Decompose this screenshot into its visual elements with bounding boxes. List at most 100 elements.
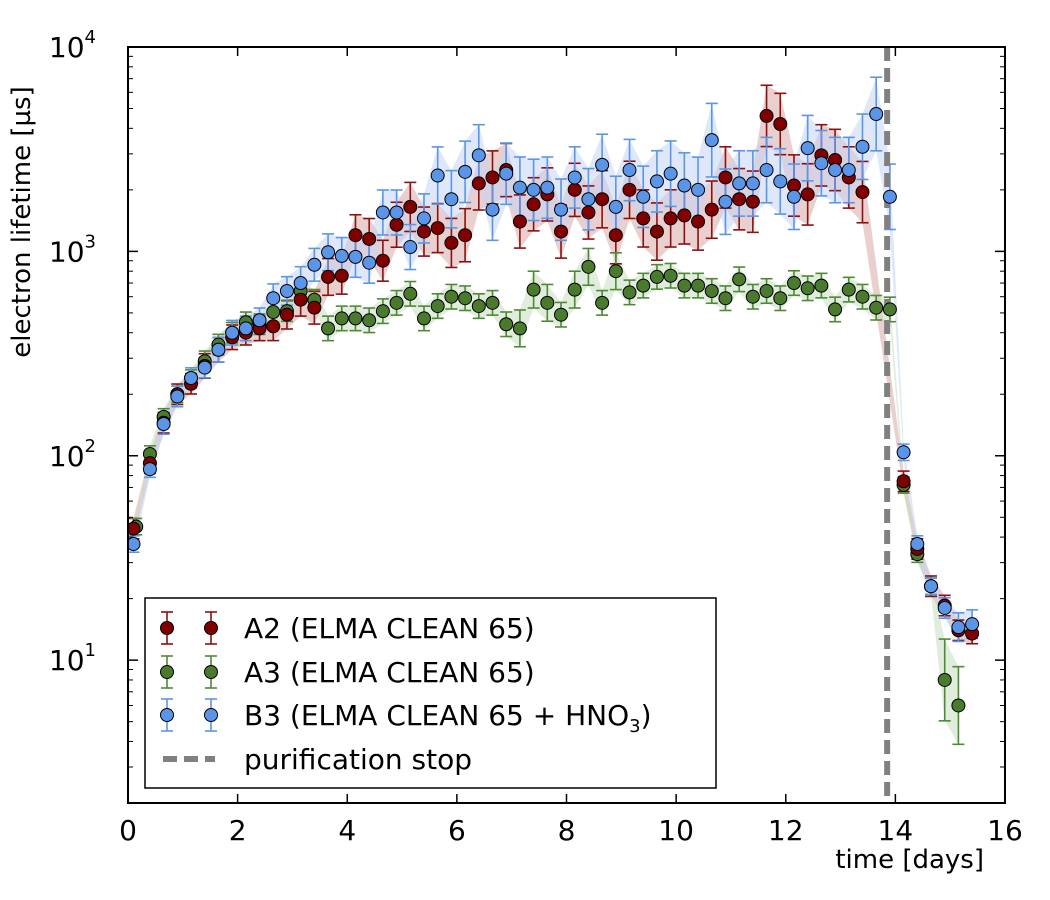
point-s1-32 [567, 182, 582, 197]
legend-label-purification-stop: purification stop [244, 743, 472, 776]
point-s3-8 [238, 321, 253, 336]
point-s2-51 [828, 302, 843, 317]
point-s2-17 [362, 313, 377, 328]
band-series-3 [133, 77, 973, 642]
point-s1-22 [430, 221, 445, 236]
point-s1-0 [128, 521, 141, 536]
point-s3-61 [965, 617, 980, 632]
point-s2-34 [595, 295, 610, 310]
point-s2-32 [567, 282, 582, 297]
point-s3-39 [663, 166, 678, 181]
point-s3-2 [156, 417, 171, 432]
x-tick-label: 4 [338, 814, 356, 847]
point-s1-47 [773, 117, 788, 132]
point-s2-39 [663, 268, 678, 283]
point-s2-10 [266, 305, 281, 320]
point-s3-24 [458, 164, 473, 179]
point-s1-37 [636, 211, 651, 226]
point-s3-6 [211, 342, 226, 357]
point-s1-34 [595, 192, 610, 207]
point-s2-43 [718, 291, 733, 306]
point-s1-15 [334, 268, 349, 283]
point-s3-50 [814, 156, 829, 171]
y-tick-label: 103 [49, 231, 96, 268]
point-s3-27 [499, 166, 514, 181]
point-s3-37 [636, 189, 651, 204]
y-tick-exponent: 3 [85, 231, 96, 252]
point-s3-19 [389, 205, 404, 220]
point-s3-57 [910, 537, 925, 552]
y-tick-label: 102 [49, 436, 96, 473]
y-tick-exponent: 1 [85, 640, 96, 661]
point-s1-54 [896, 474, 911, 489]
point-s3-38 [649, 174, 664, 189]
point-s1-24 [458, 228, 473, 243]
point-s2-41 [691, 278, 706, 293]
point-s3-46 [759, 163, 774, 178]
point-s1-14 [321, 269, 336, 284]
point-s2-28 [512, 321, 527, 336]
point-s3-49 [800, 141, 815, 156]
point-s1-41 [691, 214, 706, 229]
point-s2-47 [773, 291, 788, 306]
point-s3-42 [704, 133, 719, 148]
point-s1-11 [279, 307, 294, 322]
point-s2-19 [389, 295, 404, 310]
legend-label-end: ) [641, 699, 652, 732]
x-tick-label: 0 [119, 814, 137, 847]
point-s3-47 [773, 174, 788, 189]
point-s2-21 [416, 311, 431, 326]
point-s3-34 [595, 157, 610, 172]
point-s3-22 [430, 168, 445, 183]
point-s3-59 [937, 600, 952, 615]
point-s2-50 [814, 278, 829, 293]
point-s2-55 [882, 302, 897, 317]
point-s1-17 [362, 231, 377, 246]
point-s1-10 [266, 319, 281, 334]
y-tick-label: 101 [49, 640, 96, 677]
point-s3-15 [334, 248, 349, 263]
point-s3-11 [279, 283, 294, 298]
point-s1-45 [745, 194, 760, 209]
point-s3-55 [882, 189, 897, 204]
point-s3-56 [896, 445, 911, 460]
x-axis-label: time [days] [835, 845, 984, 875]
point-s2-36 [622, 285, 637, 300]
point-s3-17 [362, 255, 377, 270]
point-s1-44 [732, 192, 747, 207]
point-s2-24 [458, 291, 473, 306]
point-s1-38 [649, 224, 664, 239]
point-s1-25 [471, 176, 486, 191]
point-s1-21 [416, 224, 431, 239]
point-s3-26 [485, 202, 500, 217]
point-s2-27 [499, 317, 514, 332]
point-s1-39 [663, 211, 678, 226]
point-s1-18 [375, 253, 390, 268]
legend-label-series-3: B3 (ELMA CLEAN 65 + HNO3) [244, 699, 652, 737]
point-s1-36 [622, 182, 637, 197]
point-s3-43 [718, 194, 733, 209]
point-s3-13 [307, 257, 322, 272]
point-s1-49 [800, 187, 815, 202]
point-s3-20 [403, 240, 418, 255]
point-s1-12 [293, 292, 308, 307]
point-s2-59 [937, 672, 952, 687]
point-s2-45 [745, 289, 760, 304]
point-s3-31 [554, 202, 569, 217]
data-points [128, 107, 980, 713]
point-s2-25 [471, 299, 486, 314]
point-s2-15 [334, 311, 349, 326]
point-s1-19 [389, 217, 404, 232]
point-s1-40 [677, 208, 692, 223]
legend-marker [160, 621, 174, 635]
point-s1-42 [704, 202, 719, 217]
legend-label-subscript: 3 [629, 716, 640, 737]
legend-label-series-2: A3 (ELMA CLEAN 65) [244, 656, 535, 689]
point-s3-25 [471, 148, 486, 163]
point-s2-52 [841, 282, 856, 297]
point-s3-54 [869, 107, 884, 122]
legend-box [144, 597, 717, 789]
x-tick-label: 8 [558, 814, 576, 847]
point-s1-53 [855, 185, 870, 200]
